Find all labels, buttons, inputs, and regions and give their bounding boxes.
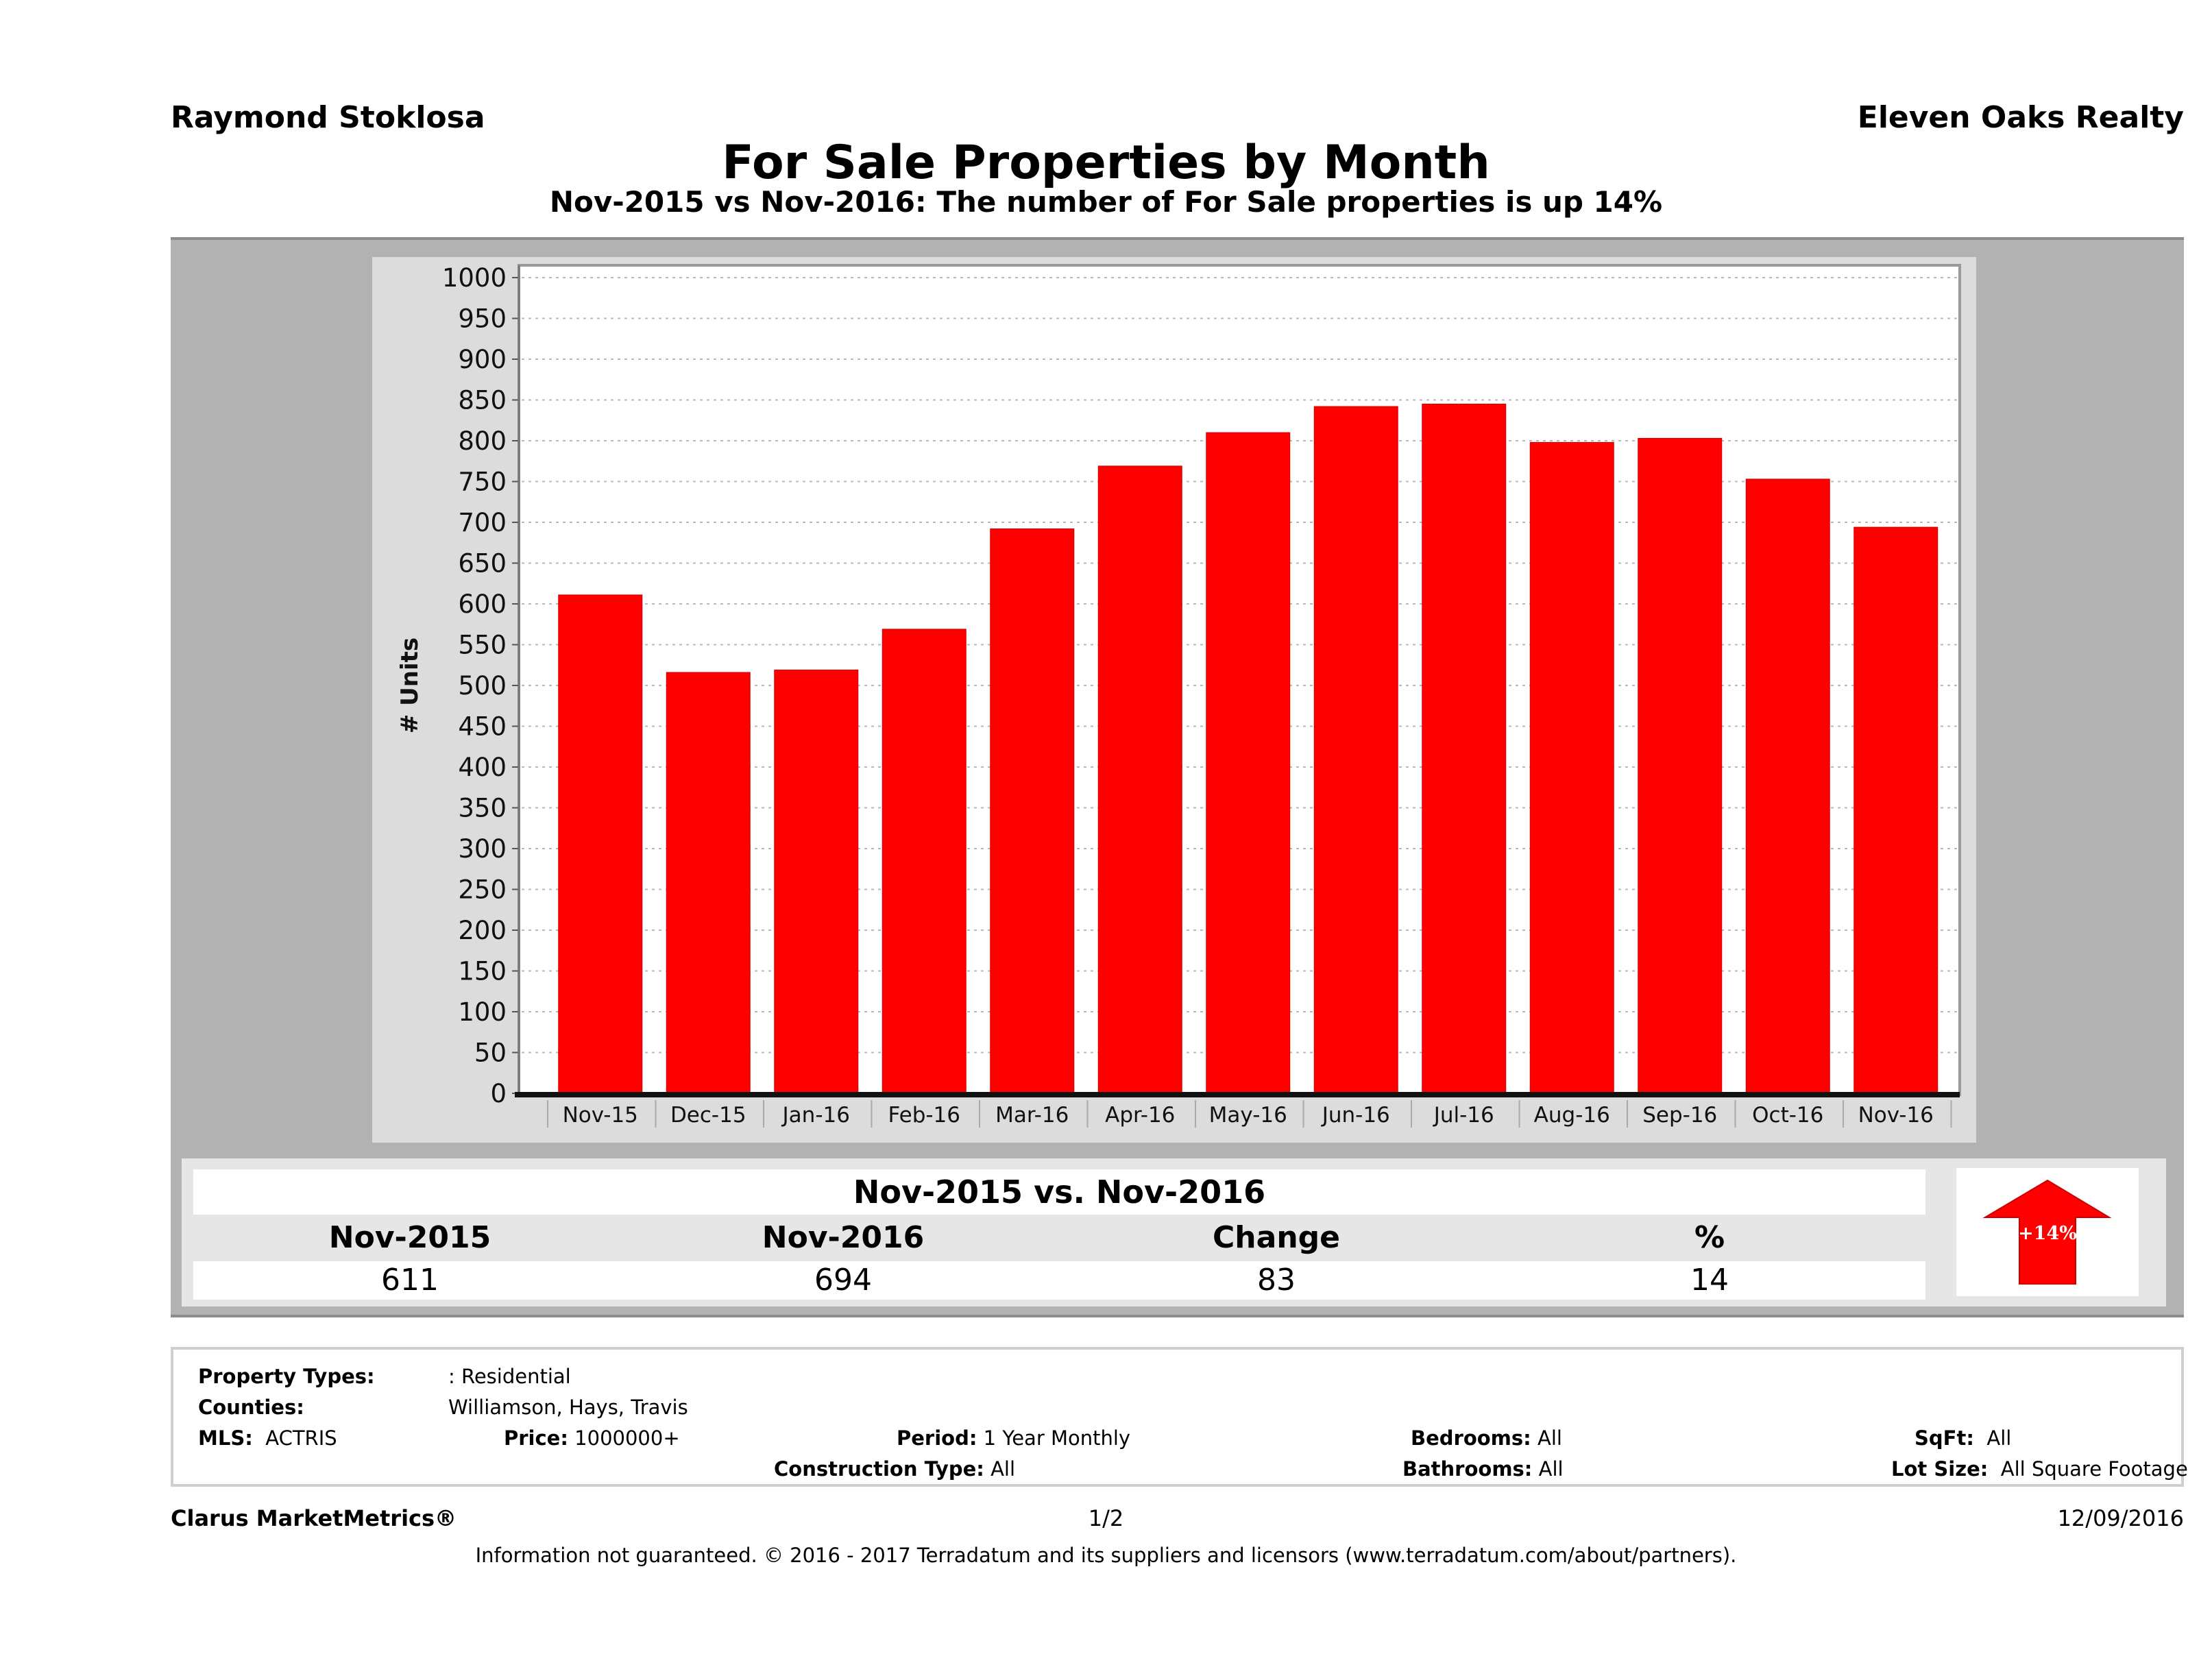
x-axis-ticks: Nov-15 Dec-15 Jan-16 Feb-16 Mar-16 Apr-16 May-…	[515, 1092, 1960, 1128]
criteria-value: All Square Footage	[2000, 1457, 2188, 1481]
criteria-label: Construction Type:	[774, 1457, 984, 1481]
criteria-label: Price:	[504, 1426, 568, 1450]
x-tick-label: May-16	[1209, 1103, 1287, 1128]
bars	[558, 403, 1938, 1094]
criteria-label: Counties:	[198, 1396, 304, 1419]
summary-value-cell: 694	[814, 1263, 872, 1298]
summary-header-cell: Change	[1213, 1220, 1340, 1255]
summary-value-cell: 14	[1690, 1263, 1729, 1298]
criteria-value: Williamson, Hays, Travis	[448, 1396, 688, 1419]
y-tick-label: 550	[458, 631, 507, 660]
brokerage-name: Eleven Oaks Realty	[1857, 100, 2184, 135]
criteria-value: 1000000+	[574, 1426, 680, 1450]
chart-subtitle: Nov-2015 vs Nov-2016: The number of For …	[549, 185, 1663, 219]
y-tick-label: 700	[458, 508, 507, 537]
y-tick-label: 300	[458, 834, 507, 864]
criteria-label: Property Types:	[198, 1365, 375, 1388]
footer-brand: Clarus MarketMetrics®	[171, 1505, 457, 1531]
criteria-label: MLS:	[198, 1426, 253, 1450]
y-tick-label: 950	[458, 304, 507, 334]
x-tick-label: Jan-16	[781, 1103, 850, 1128]
summary-value-cell: 83	[1257, 1263, 1296, 1298]
x-tick-label: Nov-15	[563, 1103, 638, 1128]
bar-chart: 0 50 100 150 200 250 300 350 400 450 500 550 600 650 7…	[396, 263, 1961, 1128]
y-tick-label: 100	[458, 997, 507, 1027]
criteria-label: Lot Size:	[1891, 1457, 1989, 1481]
summary-title: Nov-2015 vs. Nov-2016	[193, 1169, 1925, 1215]
x-tick-label: Feb-16	[888, 1103, 960, 1128]
summary-value-cell: 611	[381, 1263, 439, 1298]
bar	[1422, 403, 1507, 1094]
y-tick-label: 900	[458, 345, 507, 374]
y-tick-label: 150	[458, 957, 507, 986]
disclaimer: Information not guaranteed. © 2016 - 201…	[475, 1544, 1737, 1567]
y-tick-label: 350	[458, 794, 507, 823]
bar	[1097, 465, 1182, 1094]
y-tick-label: 400	[458, 753, 507, 782]
change-badge: +14%	[1956, 1168, 2139, 1296]
bar	[1854, 526, 1938, 1094]
y-tick-label: 200	[458, 916, 507, 945]
agent-name: Raymond Stoklosa	[171, 100, 485, 135]
criteria-value: 1 Year Monthly	[983, 1426, 1131, 1450]
y-axis-label: # Units	[396, 637, 424, 733]
summary-header-row: Nov-2015 Nov-2016 Change %	[193, 1216, 1925, 1260]
y-axis-ticks: 0 50 100 150 200 250 300 350 400 450 500 550 600 650 7…	[442, 263, 520, 1108]
y-tick-label: 50	[474, 1038, 507, 1068]
y-tick-label: 0	[490, 1079, 507, 1108]
summary-header-cell: Nov-2015	[328, 1220, 491, 1255]
bar	[1745, 478, 1830, 1094]
bar	[882, 629, 967, 1094]
bar	[1313, 406, 1398, 1094]
x-tick-label: Aug-16	[1534, 1103, 1610, 1128]
x-tick-label: Sep-16	[1642, 1103, 1717, 1128]
criteria-label: Period:	[897, 1426, 977, 1450]
summary-header-cell: Nov-2016	[762, 1220, 925, 1255]
bar	[666, 672, 751, 1094]
bar	[1529, 441, 1614, 1094]
up-arrow-icon	[1982, 1179, 2112, 1285]
criteria-value: ACTRIS	[265, 1426, 337, 1450]
y-tick-label: 800	[458, 426, 507, 456]
bar	[1638, 437, 1723, 1094]
y-tick-label: 1000	[442, 263, 507, 293]
y-tick-label: 750	[458, 467, 507, 497]
report-date: 12/09/2016	[2057, 1505, 2184, 1531]
change-badge-label: +14%	[2018, 1223, 2077, 1244]
x-tick-label: Jun-16	[1321, 1103, 1390, 1128]
y-tick-label: 500	[458, 671, 507, 701]
y-tick-label: 450	[458, 712, 507, 742]
x-tick-label: Nov-16	[1858, 1103, 1934, 1128]
y-tick-label: 250	[458, 875, 507, 905]
x-tick-label: Oct-16	[1752, 1103, 1823, 1128]
x-tick-label: Jul-16	[1433, 1103, 1494, 1128]
criteria-value: : Residential	[448, 1365, 571, 1388]
criteria-value: All	[1538, 1457, 1564, 1481]
search-criteria: Property Types: : Residential Counties: …	[171, 1347, 2188, 1487]
y-tick-label: 850	[458, 386, 507, 415]
criteria-label: Bathrooms:	[1402, 1457, 1533, 1481]
x-tick-label: Mar-16	[995, 1103, 1069, 1128]
criteria-value: All	[990, 1457, 1016, 1481]
x-tick-label: Apr-16	[1105, 1103, 1175, 1128]
criteria-label: Bedrooms:	[1411, 1426, 1531, 1450]
chart-title: For Sale Properties by Month	[722, 136, 1490, 190]
bar	[558, 594, 643, 1094]
bar	[774, 669, 859, 1094]
criteria-value: All	[1537, 1426, 1562, 1450]
criteria-label: SqFt:	[1915, 1426, 1974, 1450]
page-number: 1/2	[1088, 1505, 1124, 1531]
bar	[990, 528, 1075, 1094]
summary-value-row: 611 694 83 14	[193, 1261, 1925, 1300]
x-tick-label: Dec-15	[670, 1103, 746, 1128]
criteria-value: All	[1986, 1426, 2012, 1450]
bar	[1206, 432, 1291, 1094]
y-tick-label: 600	[458, 589, 507, 619]
y-tick-label: 650	[458, 549, 507, 579]
summary-header-cell: %	[1694, 1220, 1725, 1255]
